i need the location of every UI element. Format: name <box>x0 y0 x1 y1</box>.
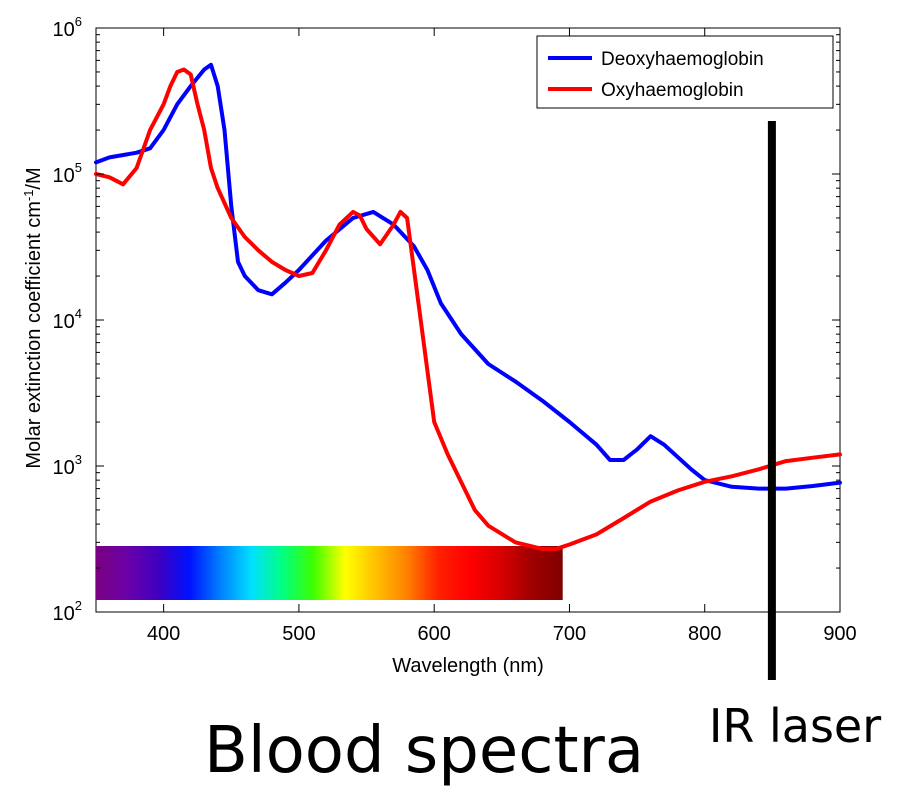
x-tick-label: 400 <box>147 623 180 645</box>
visible-spectrum-bar <box>96 546 563 600</box>
series-line-oxyhaemoglobin <box>94 67 842 551</box>
legend-label-oxyhaemoglobin: Oxyhaemoglobin <box>601 80 744 101</box>
colorbar-group <box>96 546 563 600</box>
y-axis: 102 103 104 105 106 <box>53 14 840 625</box>
x-tick-label: 900 <box>823 623 856 645</box>
y-axis-label: Molar extinction coefficient cm-1/M <box>21 167 46 468</box>
y-tick-label: 102 <box>53 598 82 625</box>
x-tick-label: 500 <box>282 623 315 645</box>
y-axis-label-exponent: -1 <box>21 190 36 202</box>
x-tick-label: 600 <box>417 623 450 645</box>
legend-box <box>536 35 834 109</box>
chart-title: Blood spectra <box>204 714 644 787</box>
plot-frame <box>95 27 841 613</box>
plot-area <box>95 27 841 613</box>
legend: Deoxyhaemoglobin Oxyhaemoglobin <box>536 35 834 109</box>
y-tick-label: 103 <box>53 452 82 479</box>
y-tick-label: 104 <box>53 306 82 333</box>
y-axis-label-unit: /M <box>23 167 45 189</box>
x-axis: 400 500 600 700 800 900 <box>147 28 857 645</box>
legend-label-deoxyhaemoglobin: Deoxyhaemoglobin <box>601 49 764 70</box>
y-axis-label-main: Molar extinction coefficient cm <box>23 201 45 469</box>
x-tick-label: 700 <box>553 623 586 645</box>
y-tick-label: 106 <box>53 14 82 41</box>
x-axis-label: Wavelength (nm) <box>392 655 544 677</box>
x-tick-label: 800 <box>688 623 721 645</box>
y-tick-label: 105 <box>53 160 82 187</box>
ir-laser-label: IR laser <box>709 699 881 753</box>
series-group <box>94 62 842 551</box>
